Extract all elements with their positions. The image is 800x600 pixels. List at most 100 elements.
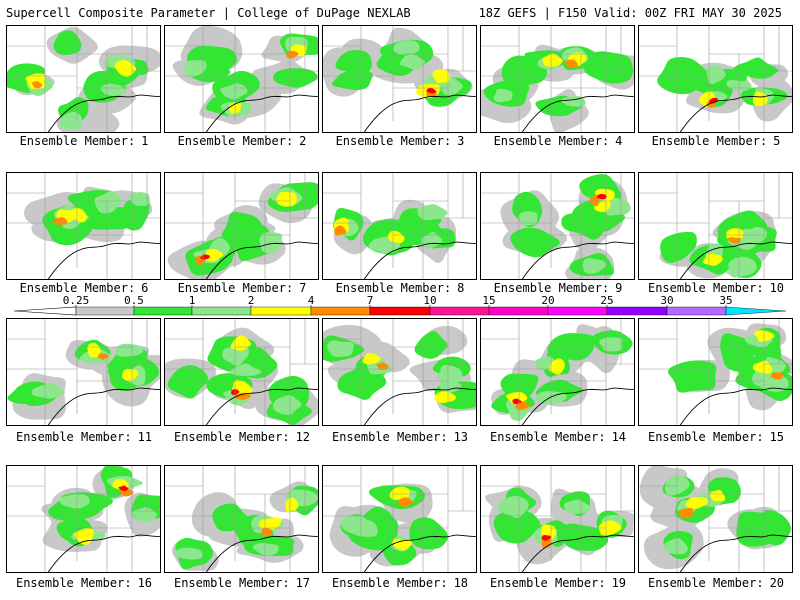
map-panel-member-4 [480, 25, 635, 133]
coastline [363, 534, 476, 572]
scp-contour-3 [542, 53, 564, 67]
member-label-prefix: Ensemble Member: [647, 576, 764, 590]
member-map-16 [7, 466, 160, 572]
scp-contour-2 [728, 256, 758, 278]
member-label-prefix: Ensemble Member: [331, 430, 448, 444]
member-label-13: Ensemble Member: 13 [320, 430, 480, 444]
colorbar-tick-label: 20 [541, 294, 554, 307]
scp-contour-4 [564, 59, 578, 68]
scp-contour-2 [393, 40, 421, 55]
member-label-number: 12 [295, 430, 311, 444]
coastline [363, 387, 476, 425]
scp-contour-1 [561, 208, 612, 240]
scp-contour-1 [167, 365, 211, 399]
map-panel-member-6 [6, 172, 161, 280]
scp-contour-high [512, 398, 522, 405]
map-panel-member-10 [638, 172, 793, 280]
member-label-prefix: Ensemble Member: [489, 576, 606, 590]
member-label-prefix: Ensemble Member: [489, 430, 606, 444]
coastline [679, 387, 792, 425]
colorbar-tick-label: 7 [367, 294, 374, 307]
map-panel-member-8 [322, 172, 477, 280]
member-label-2: Ensemble Member: 2 [162, 134, 322, 148]
member-map-5 [639, 26, 792, 132]
coastline [47, 534, 160, 572]
scp-contour-1 [493, 509, 543, 544]
member-map-11 [7, 319, 160, 425]
scp-contour-3 [69, 208, 88, 223]
scp-contour-2 [327, 340, 354, 358]
coastline [205, 534, 318, 572]
scp-contour-2 [59, 494, 91, 509]
scp-contour-1 [501, 55, 549, 89]
scp-contour-2 [437, 365, 463, 386]
scp-contour-3 [389, 486, 411, 500]
member-label-prefix: Ensemble Member: [647, 281, 764, 295]
colorbar-tick-label: 2 [248, 294, 255, 307]
scp-contour-1 [660, 231, 698, 263]
scp-contour-3 [387, 230, 405, 244]
scp-contour-2 [706, 64, 727, 85]
scp-contour-high [541, 534, 552, 541]
member-label-6: Ensemble Member: 6 [4, 281, 164, 295]
scp-contour-2 [497, 496, 530, 519]
map-panel-member-14 [480, 318, 635, 426]
scp-contour-2 [664, 475, 691, 496]
colorbar-segment [191, 306, 252, 316]
map-panel-member-9 [480, 172, 635, 280]
scp-contour-3 [122, 368, 139, 382]
member-label-1: Ensemble Member: 1 [4, 134, 164, 148]
scp-contour-3 [505, 391, 528, 404]
member-map-18 [323, 466, 476, 572]
member-map-19 [481, 466, 634, 572]
member-label-prefix: Ensemble Member: [173, 430, 290, 444]
colorbar-left-arrow [13, 306, 77, 316]
member-label-10: Ensemble Member: 10 [636, 281, 796, 295]
member-label-9: Ensemble Member: 9 [478, 281, 638, 295]
map-panel-member-2 [164, 25, 319, 133]
scp-contour-1 [331, 70, 374, 90]
coastline [205, 241, 318, 279]
coastline [363, 94, 476, 132]
member-label-number: 6 [141, 281, 149, 295]
member-label-prefix: Ensemble Member: [335, 281, 452, 295]
scp-contour-4 [234, 392, 252, 400]
coastline [521, 387, 634, 425]
scp-contour-3 [685, 497, 710, 509]
member-label-prefix: Ensemble Member: [15, 430, 132, 444]
coastline [205, 387, 318, 425]
member-label-number: 11 [137, 430, 153, 444]
scp-contour-high [426, 87, 437, 94]
scp-contour-1 [337, 365, 389, 400]
scp-contour-4 [334, 225, 347, 236]
scp-contour-1 [273, 68, 318, 88]
member-map-13 [323, 319, 476, 425]
scp-contour-1 [335, 50, 373, 75]
member-label-prefix: Ensemble Member: [173, 576, 290, 590]
coastline [679, 241, 792, 279]
member-label-prefix: Ensemble Member: [177, 134, 294, 148]
scp-contour-2 [340, 515, 371, 535]
scp-contour-2 [174, 547, 203, 560]
member-label-prefix: Ensemble Member: [493, 281, 610, 295]
scp-contour-3 [204, 248, 225, 262]
member-label-number: 14 [611, 430, 627, 444]
member-map-15 [639, 319, 792, 425]
scp-contour-1 [657, 57, 709, 95]
coastline [679, 534, 792, 572]
member-label-12: Ensemble Member: 12 [162, 430, 322, 444]
colorbar-segment [429, 306, 490, 316]
member-map-14 [481, 319, 634, 425]
map-panel-member-16 [6, 465, 161, 573]
member-label-5: Ensemble Member: 5 [636, 134, 796, 148]
scp-contour-2 [563, 499, 592, 515]
member-label-number: 16 [137, 576, 153, 590]
member-label-number: 17 [295, 576, 311, 590]
member-label-prefix: Ensemble Member: [331, 576, 448, 590]
scp-contour-2 [399, 54, 427, 70]
map-panel-member-3 [322, 25, 477, 133]
member-map-6 [7, 173, 160, 279]
member-label-prefix: Ensemble Member: [647, 430, 764, 444]
header-title: Supercell Composite Parameter | College … [6, 6, 411, 20]
map-panel-member-17 [164, 465, 319, 573]
